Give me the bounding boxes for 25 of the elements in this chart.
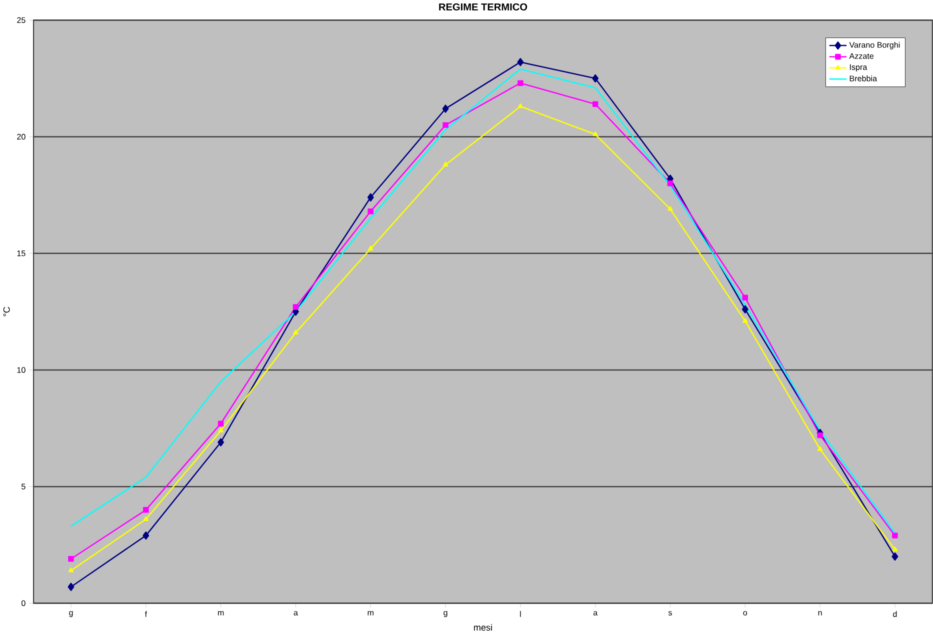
legend-label: Brebbia [850,75,878,82]
x-tick-label: s [668,611,672,616]
x-tick-label: m [368,611,374,616]
y-tick-label: 25 [17,17,26,23]
x-tick-label: d [893,611,897,617]
x-tick-label: l [520,611,521,617]
legend-label: Azzate [849,53,874,59]
y-tick-label: 15 [17,250,26,256]
y-tick-label: 10 [17,367,26,373]
x-tick-label: a [593,611,598,616]
y-tick-label: 5 [22,484,26,490]
y-tick-label: 0 [22,600,26,606]
legend-label: Varano Borghi [849,42,900,50]
chart-title: REGIME TERMICO [439,3,528,10]
x-tick-label: o [743,611,748,616]
y-axis-title: °C [3,306,10,316]
y-tick-label: 20 [17,134,26,140]
x-tick-label: g [69,611,73,618]
x-tick-label: g [444,611,448,618]
x-tick-label: a [294,611,298,616]
x-axis-title: mesi [474,624,492,631]
x-tick-label: f [144,611,148,617]
x-tick-label: m [218,611,224,616]
legend-label: Ispra [850,64,868,72]
x-tick-label: n [818,611,822,616]
